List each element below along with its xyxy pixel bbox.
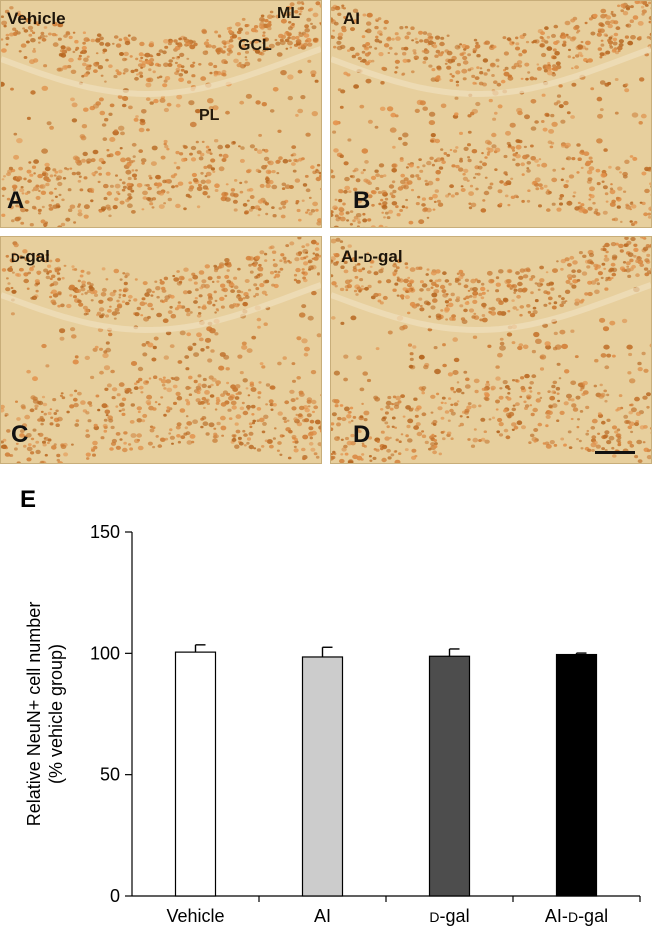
panel-b-letter: B bbox=[353, 187, 371, 214]
region-label-ml: ML bbox=[277, 5, 301, 22]
micrograph-panel-c: d-gal C bbox=[0, 236, 322, 464]
panel-c-label: d-gal bbox=[11, 247, 50, 267]
y-axis-label: Relative NeuN+ cell number (% vehicle gro… bbox=[24, 602, 66, 827]
tissue-image-b bbox=[331, 1, 651, 227]
micrograph-panel-b: AI B bbox=[330, 0, 652, 228]
y-tick-label-0: 0 bbox=[110, 886, 120, 906]
y-tick-label-1: 50 bbox=[100, 765, 120, 785]
tissue-image-c bbox=[1, 237, 321, 463]
y-tick-label-3: 150 bbox=[90, 522, 120, 542]
panel-d-label-main: -gal bbox=[372, 247, 403, 266]
panel-d-label: AI-d-gal bbox=[341, 247, 403, 267]
panel-c-label-main: -gal bbox=[19, 247, 50, 266]
x-tick-label-1: AI bbox=[314, 906, 331, 926]
micrograph-panel-d: AI-d-gal D bbox=[330, 236, 652, 464]
tissue-image-d bbox=[331, 237, 651, 463]
bar-1 bbox=[301, 656, 344, 897]
region-label-pl: PL bbox=[199, 107, 220, 124]
bar-0 bbox=[174, 651, 217, 897]
panel-c-label-prefix: d bbox=[11, 247, 20, 266]
panel-d-label-prefix: AI-d bbox=[341, 247, 373, 266]
y-tick-label-2: 100 bbox=[90, 643, 120, 663]
panel-c-letter: C bbox=[11, 421, 29, 448]
x-tick-label-0: Vehicle bbox=[166, 906, 224, 926]
panel-a-label: Vehicle bbox=[7, 9, 66, 28]
bar-chart: 0 50 100 150 Vehicle AI D-gal AI-D-gal Relative … bbox=[24, 522, 641, 926]
region-label-gcl: GCL bbox=[238, 37, 272, 54]
tissue-image-a bbox=[1, 1, 321, 227]
panel-a-letter: A bbox=[7, 187, 25, 214]
bar-2 bbox=[428, 655, 471, 897]
micrograph-panel-a: Vehicle ML GCL PL A bbox=[0, 0, 322, 228]
bar-3 bbox=[555, 653, 598, 897]
scale-bar bbox=[595, 451, 635, 454]
panel-d-letter: D bbox=[353, 421, 371, 448]
x-tick-label-2: D-gal bbox=[429, 906, 469, 926]
panel-b-label: AI bbox=[343, 9, 360, 28]
x-tick-label-3: AI-D-gal bbox=[545, 906, 608, 926]
panel-e-letter: E bbox=[20, 486, 37, 513]
